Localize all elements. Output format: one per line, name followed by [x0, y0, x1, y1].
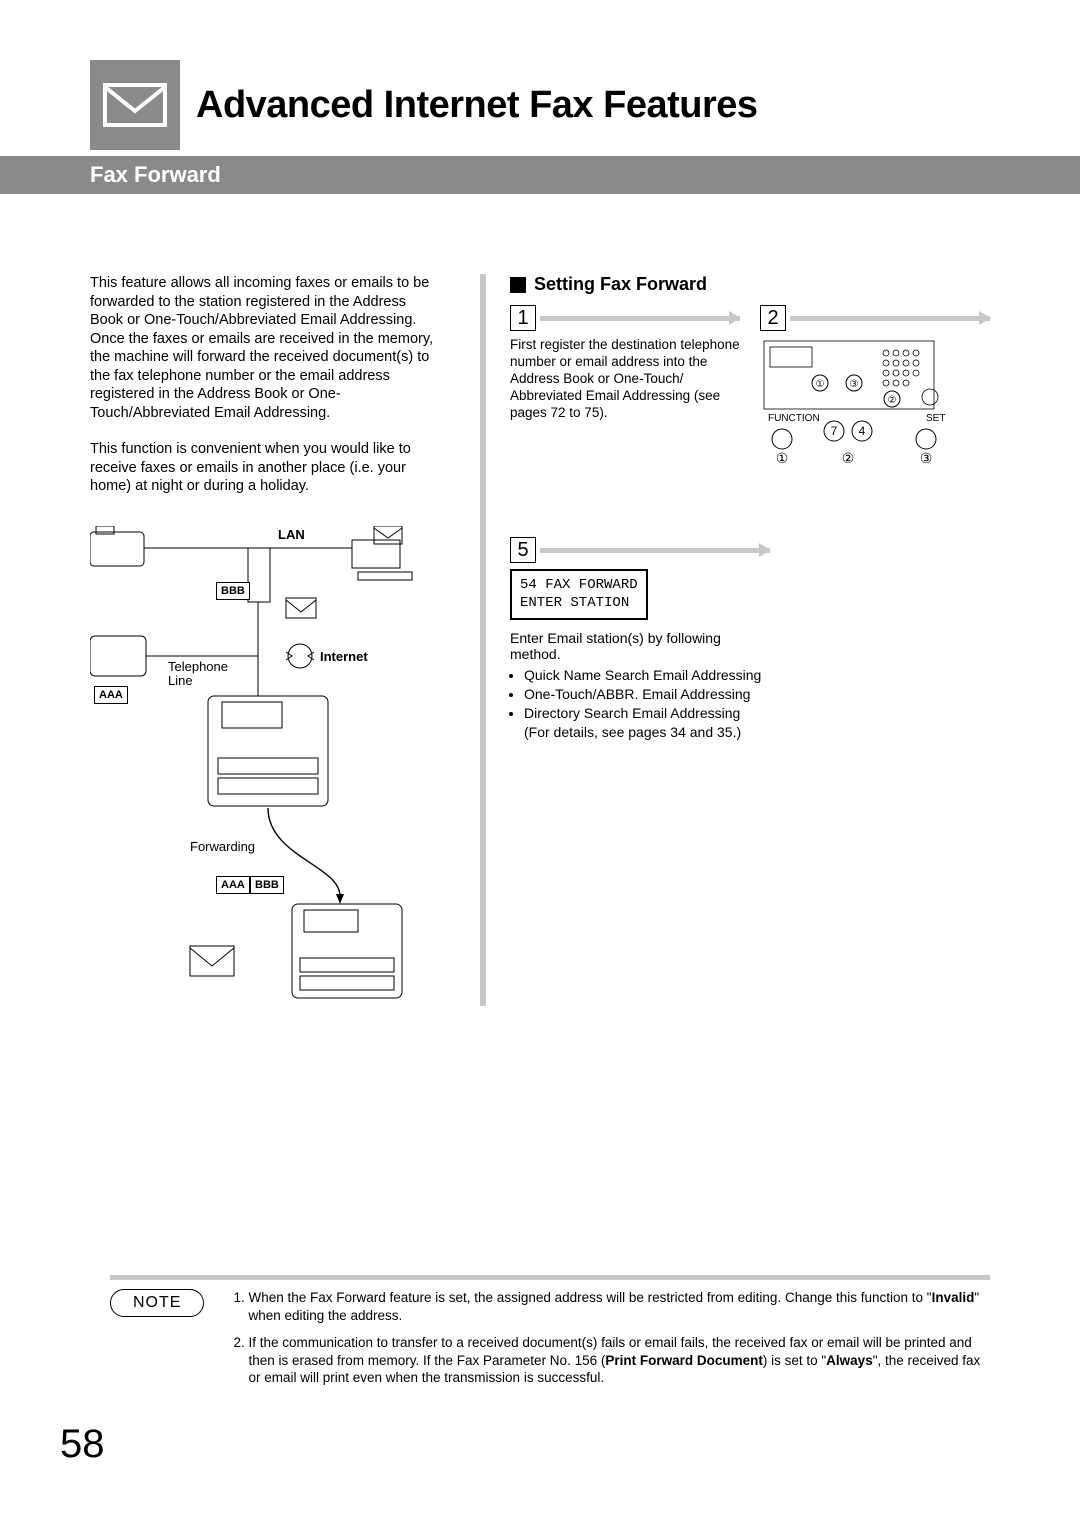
step-5-bullet-1: Quick Name Search Email Addressing — [524, 666, 770, 684]
page-title: Advanced Internet Fax Features — [196, 84, 758, 127]
note-section: NOTE When the Fax Forward feature is set… — [110, 1289, 990, 1397]
svg-text:①: ① — [816, 379, 825, 390]
intro-para-1: This feature allows all incoming faxes o… — [90, 274, 440, 422]
svg-text:②: ② — [888, 395, 897, 406]
control-panel-illustration: ① ③ ② FUNCTION SET 7 4 ① ② — [760, 337, 960, 457]
right-column: Setting Fax Forward 1 First register the… — [480, 274, 990, 1006]
step-1-text: First register the destination telephone… — [510, 337, 740, 421]
note-item-2: If the communication to transfer to a re… — [248, 1334, 990, 1387]
setting-heading: Setting Fax Forward — [510, 274, 990, 295]
envelope-badge — [90, 60, 180, 150]
step-5-bullet-3: Directory Search Email Addressing (For d… — [524, 704, 770, 740]
svg-text:SET: SET — [926, 413, 945, 424]
lcd-display: 54 FAX FORWARD ENTER STATION — [510, 569, 648, 620]
diagram-bottom-aaa: AAA — [216, 876, 250, 894]
step-5-bullet-2: One-Touch/ABBR. Email Addressing — [524, 685, 770, 703]
section-bar: Fax Forward — [0, 156, 1080, 194]
note-item-1: When the Fax Forward feature is set, the… — [248, 1289, 990, 1324]
svg-text:①: ① — [776, 450, 789, 466]
svg-text:②: ② — [842, 450, 855, 466]
diagram-aaa-box: AAA — [94, 686, 128, 704]
step-2-number: 2 — [760, 305, 786, 331]
left-column: This feature allows all incoming faxes o… — [90, 274, 440, 1006]
diagram-internet-label: Internet — [320, 650, 368, 664]
intro-para-2: This function is convenient when you wou… — [90, 440, 440, 496]
diagram-lan-label: LAN — [278, 528, 305, 542]
page-number: 58 — [60, 1422, 105, 1467]
step-2: 2 — [760, 305, 990, 457]
svg-text:7: 7 — [831, 424, 838, 438]
network-diagram: LAN BBB Telephone Line Internet AAA Forw… — [90, 526, 420, 1006]
svg-text:FUNCTION: FUNCTION — [768, 413, 820, 424]
step-5: 5 54 FAX FORWARD ENTER STATION Enter Ema… — [510, 537, 770, 741]
svg-text:③: ③ — [920, 450, 933, 466]
note-label: NOTE — [110, 1289, 204, 1317]
envelope-icon — [103, 83, 167, 127]
step-5-bullets: Quick Name Search Email Addressing One-T… — [510, 666, 770, 741]
step-5-number: 5 — [510, 537, 536, 563]
svg-text:4: 4 — [859, 424, 866, 438]
svg-text:③: ③ — [850, 379, 859, 390]
step-1: 1 First register the destination telepho… — [510, 305, 740, 457]
diagram-telephone-line-label: Telephone Line — [168, 660, 228, 689]
step-5-lead: Enter Email station(s) by following meth… — [510, 630, 770, 662]
diagram-forwarding-label: Forwarding — [190, 840, 255, 854]
step-1-number: 1 — [510, 305, 536, 331]
diagram-bbb-box-top: BBB — [216, 582, 250, 600]
diagram-bottom-bbb: BBB — [250, 876, 284, 894]
